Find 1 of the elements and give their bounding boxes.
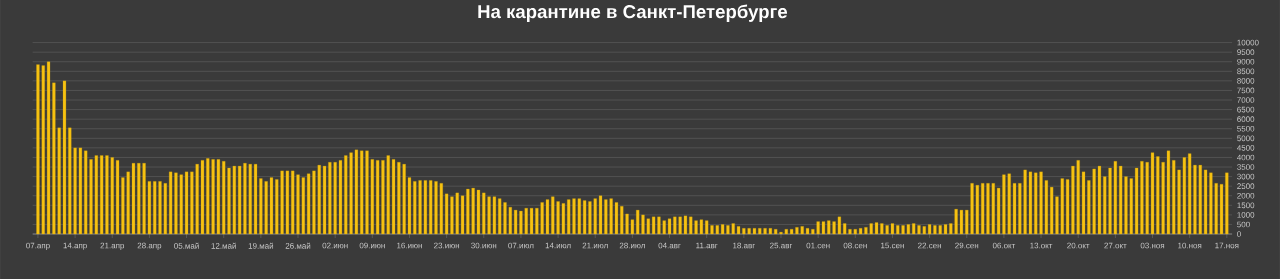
chart-title: На карантине в Санкт-Петербурге (478, 4, 788, 22)
